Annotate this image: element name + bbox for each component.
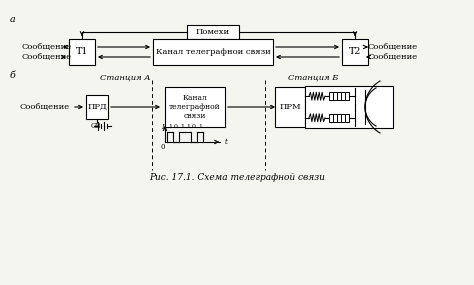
Text: Т2: Т2 <box>349 48 361 56</box>
Bar <box>342 39 368 65</box>
Text: 1: 1 <box>168 124 172 129</box>
Bar <box>329 92 333 100</box>
Text: ПРД: ПРД <box>87 103 107 111</box>
Text: Рис. 17.1. Схема телеграфной связи: Рис. 17.1. Схема телеграфной связи <box>149 174 325 182</box>
Bar <box>329 114 333 122</box>
Bar <box>341 114 345 122</box>
Text: 0: 0 <box>161 143 165 151</box>
Bar <box>187 25 239 39</box>
Text: I: I <box>161 123 164 131</box>
Bar <box>337 92 341 100</box>
Text: а: а <box>10 15 16 25</box>
Text: Станция Б: Станция Б <box>288 74 338 82</box>
Text: 1: 1 <box>198 124 202 129</box>
Text: Канал телеграфнои связи: Канал телеграфнои связи <box>155 48 270 56</box>
Text: Сообщение: Сообщение <box>368 53 418 61</box>
Bar <box>333 92 337 100</box>
Bar <box>69 39 95 65</box>
Text: 0: 0 <box>192 124 196 129</box>
Text: Станция А: Станция А <box>100 74 151 82</box>
Text: 1: 1 <box>180 124 184 129</box>
Text: Помехи: Помехи <box>196 28 230 36</box>
Text: ПРМ: ПРМ <box>279 103 301 111</box>
Bar <box>333 114 337 122</box>
Bar <box>345 92 349 100</box>
Text: Т1: Т1 <box>76 48 88 56</box>
Bar <box>305 86 393 128</box>
Text: Сообщение: Сообщение <box>22 43 72 51</box>
Bar <box>337 114 341 122</box>
Text: Сообщение: Сообщение <box>22 53 72 61</box>
Bar <box>165 87 225 127</box>
Bar <box>341 92 345 100</box>
Text: Канал
телеграфной
связи: Канал телеграфной связи <box>169 94 221 120</box>
Text: t: t <box>225 138 228 146</box>
Text: Сообщение: Сообщение <box>368 43 418 51</box>
Bar <box>275 87 305 127</box>
Text: 0: 0 <box>174 124 178 129</box>
Bar <box>345 114 349 122</box>
Bar <box>153 39 273 65</box>
Text: 1: 1 <box>186 124 190 129</box>
Text: б: б <box>10 70 16 80</box>
Text: GB: GB <box>91 122 101 130</box>
Bar <box>86 95 108 119</box>
Text: Сообщение: Сообщение <box>20 103 70 111</box>
